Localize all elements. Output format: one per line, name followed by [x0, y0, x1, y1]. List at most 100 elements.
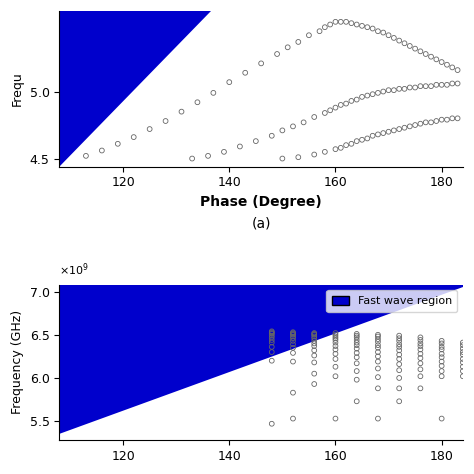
Point [459, 373, 467, 380]
Point [411, 45, 419, 53]
Point [459, 359, 467, 366]
Point [310, 333, 318, 340]
Point [289, 333, 297, 340]
Point [459, 348, 467, 356]
Point [289, 331, 297, 338]
Point [194, 99, 201, 106]
Point [438, 343, 446, 351]
Point [204, 152, 212, 160]
Point [374, 358, 382, 365]
Point [358, 136, 366, 144]
Point [289, 340, 297, 348]
Point [353, 21, 361, 28]
Point [289, 349, 297, 357]
Point [395, 360, 403, 368]
Point [395, 335, 403, 342]
Point [332, 350, 339, 357]
Polygon shape [59, 285, 463, 434]
Point [395, 351, 403, 358]
Point [310, 335, 318, 342]
Point [268, 330, 275, 337]
Point [289, 335, 297, 342]
Point [310, 352, 318, 359]
Point [210, 89, 217, 97]
Point [417, 384, 424, 392]
Point [390, 34, 398, 42]
Point [395, 346, 403, 354]
Point [438, 354, 446, 361]
Point [417, 373, 424, 380]
Point [289, 389, 297, 396]
Point [353, 367, 361, 375]
Point [310, 346, 318, 354]
Point [289, 337, 297, 345]
Point [337, 144, 345, 152]
Point [438, 346, 446, 353]
Point [422, 50, 429, 58]
Point [347, 140, 355, 147]
Point [268, 357, 275, 365]
Point [332, 333, 339, 340]
Point [82, 152, 90, 160]
Point [454, 115, 461, 122]
Point [374, 341, 382, 349]
Point [395, 384, 403, 392]
Point [380, 29, 387, 36]
Point [332, 342, 339, 350]
Text: $\times10^{9}$: $\times10^{9}$ [59, 262, 89, 278]
Point [390, 127, 398, 134]
Point [364, 23, 371, 31]
Point [438, 337, 446, 345]
Point [417, 82, 424, 90]
Point [459, 363, 467, 371]
Point [268, 132, 275, 139]
Point [268, 343, 275, 351]
Point [448, 64, 456, 71]
Point [374, 333, 382, 340]
Point [374, 353, 382, 360]
Point [380, 88, 387, 95]
Point [395, 374, 403, 382]
Point [417, 359, 424, 367]
Point [252, 137, 260, 145]
Point [374, 384, 382, 392]
Point [427, 82, 435, 90]
Point [401, 39, 408, 47]
Point [380, 129, 387, 137]
Point [289, 344, 297, 352]
Point [188, 155, 196, 162]
Point [459, 355, 467, 363]
Point [353, 96, 361, 103]
Point [374, 131, 382, 138]
Point [347, 97, 355, 105]
Point [374, 374, 382, 381]
Point [268, 420, 275, 428]
Point [353, 341, 361, 349]
Point [236, 143, 244, 150]
Point [268, 332, 275, 339]
Point [417, 340, 424, 347]
Point [417, 346, 424, 353]
Point [374, 335, 382, 343]
Point [268, 339, 275, 346]
Point [459, 339, 467, 346]
Point [427, 118, 435, 126]
Point [438, 340, 446, 347]
Point [417, 365, 424, 373]
Point [305, 31, 313, 39]
Point [454, 66, 461, 74]
Point [369, 91, 376, 98]
Point [433, 81, 440, 89]
Point [98, 147, 106, 155]
Point [459, 345, 467, 352]
Point [310, 337, 318, 345]
Point [422, 118, 429, 126]
Point [385, 86, 392, 94]
Point [385, 31, 392, 39]
Point [268, 328, 275, 336]
Point [353, 137, 361, 145]
Point [369, 25, 376, 32]
Point [337, 101, 345, 109]
Point [395, 398, 403, 405]
Point [459, 351, 467, 358]
